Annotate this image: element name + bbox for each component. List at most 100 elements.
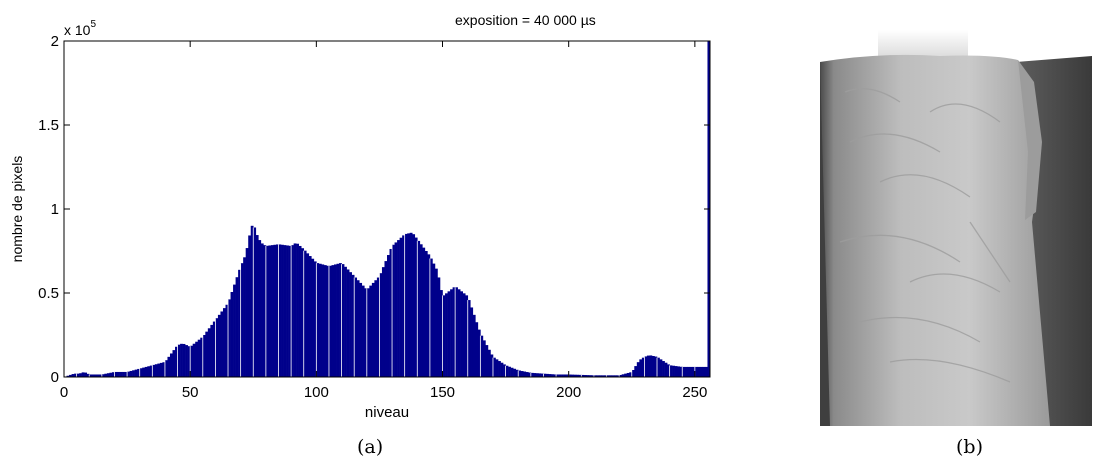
histogram-bar bbox=[79, 373, 82, 377]
histogram-bar bbox=[576, 374, 580, 377]
histogram-bar bbox=[268, 245, 272, 377]
x-tick-label: 250 bbox=[682, 384, 707, 401]
histogram-bar bbox=[510, 367, 514, 377]
histogram-bar bbox=[543, 373, 547, 377]
histogram-bar bbox=[341, 264, 345, 377]
histogram-bar bbox=[94, 374, 98, 377]
histogram-bar bbox=[704, 366, 708, 377]
histogram-bar bbox=[86, 373, 90, 377]
histogram-bar bbox=[275, 244, 279, 377]
histogram-bar bbox=[462, 293, 466, 377]
histogram-bar bbox=[301, 248, 305, 377]
histogram-bar bbox=[563, 374, 567, 377]
histogram-bar bbox=[548, 374, 552, 377]
draped-sheet-image bbox=[820, 22, 1092, 426]
histogram-bar bbox=[66, 375, 70, 377]
caption-a: (a) bbox=[357, 436, 384, 458]
histogram-bar bbox=[175, 346, 178, 377]
histogram-bar bbox=[124, 371, 128, 377]
y-tick-label: 1 bbox=[51, 201, 59, 218]
histogram-bar bbox=[614, 375, 617, 377]
histogram-bar bbox=[651, 356, 655, 377]
histogram-bar bbox=[308, 256, 312, 377]
histogram-bar bbox=[644, 356, 648, 377]
histogram-bar bbox=[672, 365, 675, 377]
x-tick-label: 200 bbox=[556, 384, 581, 401]
histogram-bar bbox=[545, 373, 549, 377]
histogram-bar bbox=[387, 255, 390, 377]
histogram-bar bbox=[228, 299, 231, 377]
histogram-bar bbox=[571, 374, 575, 377]
histogram-bar bbox=[101, 374, 105, 377]
x-tick-label: 50 bbox=[182, 384, 199, 401]
histogram-bar bbox=[641, 357, 645, 377]
histogram-bar bbox=[551, 374, 554, 377]
histogram-bar bbox=[586, 375, 590, 377]
histogram-bar bbox=[172, 350, 176, 377]
histogram-bar bbox=[636, 362, 640, 377]
histogram-bar bbox=[109, 372, 113, 377]
histogram-bar bbox=[513, 368, 516, 377]
histogram-bar bbox=[162, 362, 166, 377]
histogram-bar bbox=[197, 339, 201, 377]
histogram-bar bbox=[286, 245, 289, 377]
histogram-bar bbox=[530, 372, 534, 377]
histogram-bar bbox=[106, 373, 110, 377]
histogram-bar bbox=[69, 374, 72, 377]
histogram-bar bbox=[311, 258, 315, 377]
histogram-bar bbox=[626, 372, 630, 377]
histogram-bar bbox=[366, 288, 370, 377]
histogram-bar bbox=[699, 366, 703, 377]
histogram-bar bbox=[344, 266, 347, 377]
histogram-bar bbox=[356, 280, 360, 377]
histogram-bar bbox=[467, 300, 471, 377]
histogram-bar bbox=[487, 349, 491, 377]
histogram-bar bbox=[596, 375, 600, 377]
histogram-bar bbox=[472, 314, 476, 377]
histogram-bar bbox=[697, 366, 701, 377]
histogram-bar bbox=[114, 371, 118, 377]
histogram-bar bbox=[601, 375, 605, 377]
histogram-bar bbox=[298, 245, 302, 377]
histogram-bar bbox=[424, 251, 428, 377]
histogram-bar bbox=[490, 354, 494, 377]
histogram-bar bbox=[427, 254, 431, 377]
histogram-bar bbox=[475, 322, 479, 377]
histogram-bar bbox=[538, 373, 542, 377]
histogram-bar bbox=[399, 237, 403, 377]
histogram-bar bbox=[238, 269, 241, 377]
histogram-bar bbox=[331, 265, 335, 377]
histogram-bar bbox=[667, 364, 670, 377]
histogram-bar bbox=[445, 293, 448, 377]
x-tick-label: 100 bbox=[304, 384, 329, 401]
histogram-bar bbox=[74, 373, 77, 377]
histogram-bar bbox=[508, 366, 511, 377]
histogram-bar bbox=[354, 277, 358, 377]
histogram-bar bbox=[439, 290, 443, 377]
histogram-bar bbox=[558, 374, 562, 377]
histogram-bar bbox=[263, 245, 267, 377]
histogram-bar bbox=[659, 359, 663, 377]
histogram-bar bbox=[662, 361, 665, 377]
histogram-bar bbox=[523, 371, 527, 377]
histogram-bar bbox=[230, 291, 234, 377]
histogram-bar bbox=[616, 375, 620, 377]
histogram-bar bbox=[190, 345, 193, 377]
histogram-bar bbox=[442, 295, 446, 377]
histogram-bar bbox=[270, 245, 274, 377]
histogram-bar bbox=[573, 374, 577, 377]
histogram-bar bbox=[505, 365, 509, 377]
histogram-bar bbox=[533, 373, 537, 377]
histogram-bar bbox=[429, 258, 433, 377]
histogram-bar bbox=[351, 274, 355, 377]
histogram-bar bbox=[578, 374, 582, 377]
histogram-bar bbox=[316, 263, 320, 377]
histogram-bar bbox=[89, 374, 93, 377]
histogram-bar bbox=[556, 374, 559, 377]
histogram-bar bbox=[164, 360, 168, 377]
histogram-panel: 0 50 100 150 200 250 0 0.5 1 1.5 2 exposition = 40… bbox=[9, 12, 711, 421]
histogram-bar bbox=[419, 244, 423, 377]
histogram-bar bbox=[432, 263, 436, 377]
histogram-bar bbox=[134, 369, 138, 377]
histogram-bar bbox=[265, 245, 269, 377]
